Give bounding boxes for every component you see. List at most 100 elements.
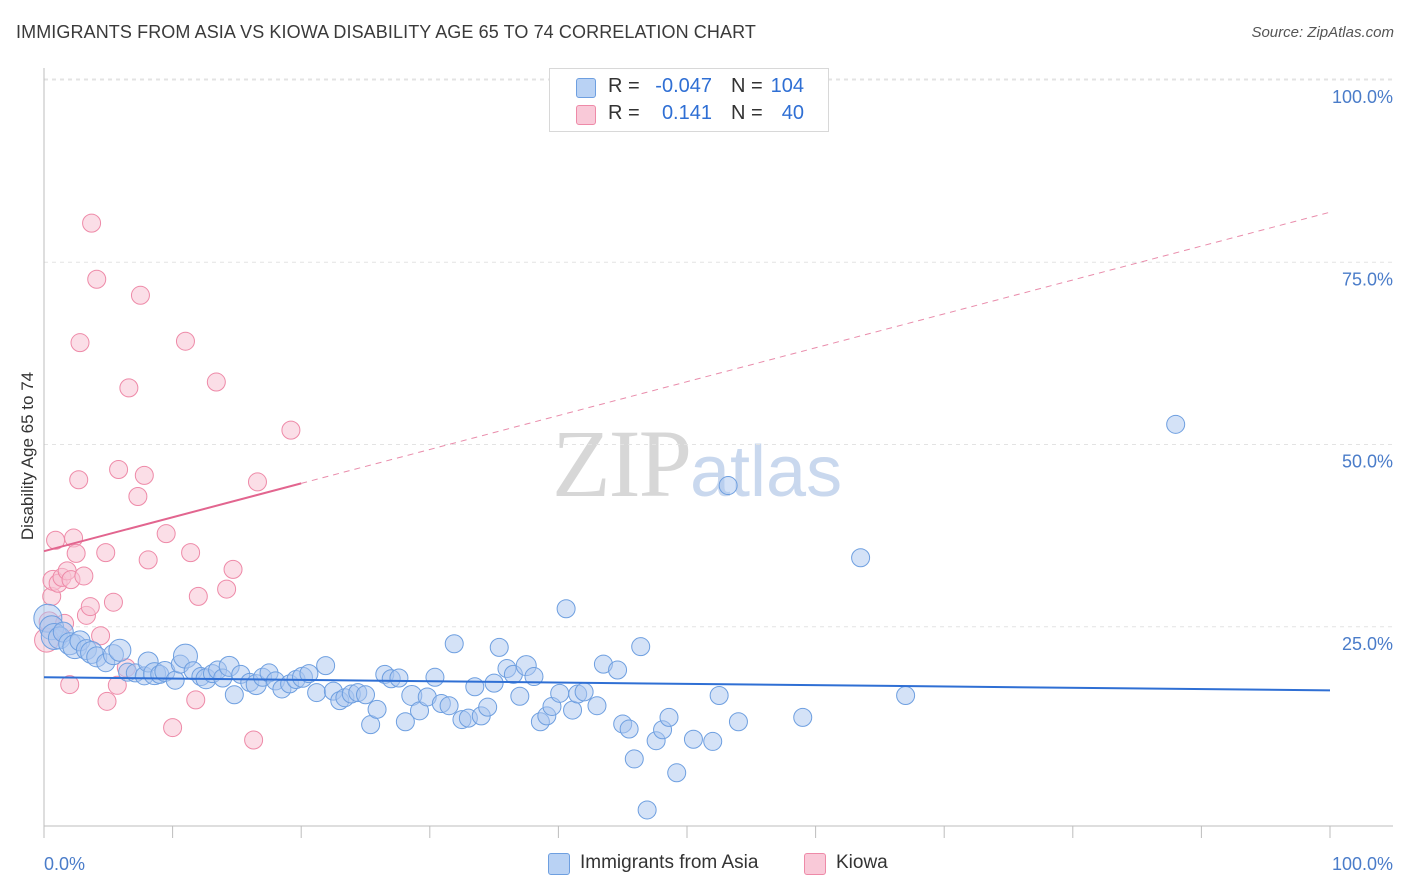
kiowa-point	[186, 690, 206, 710]
kiowa-point	[247, 472, 267, 492]
kiowa-point	[134, 465, 154, 485]
asia-point	[367, 699, 387, 719]
asia-point	[224, 685, 244, 705]
kiowa-point	[119, 378, 139, 398]
asia-point	[299, 664, 319, 684]
kiowa-point	[80, 597, 100, 617]
kiowa-point	[128, 486, 148, 506]
kiowa-point	[69, 470, 89, 490]
asia-point	[465, 677, 485, 697]
kiowa-point	[175, 331, 195, 351]
asia-point	[489, 637, 509, 657]
asia-point	[563, 700, 583, 720]
asia-point	[667, 763, 687, 783]
y-tick-label: 75.0%	[1342, 269, 1393, 289]
asia-point	[550, 683, 570, 703]
source-label: Source: ZipAtlas.com	[1251, 24, 1394, 41]
kiowa-point	[66, 543, 86, 563]
asia-point	[793, 707, 813, 727]
legend-n-label: N =	[731, 75, 763, 97]
kiowa-point	[103, 592, 123, 612]
asia-point	[1166, 414, 1186, 434]
asia-point	[395, 712, 415, 732]
legend-r-value: -0.047	[655, 75, 712, 97]
kiowa-point	[188, 586, 208, 606]
asia-point	[484, 673, 504, 693]
asia-point	[478, 697, 498, 717]
asia-point	[356, 685, 375, 705]
bottom-legend-label-kiowa: Kiowa	[836, 852, 888, 873]
asia-point	[439, 696, 459, 716]
asia-point	[425, 667, 445, 687]
kiowa-point	[70, 333, 90, 353]
watermark-atlas: atlas	[690, 432, 843, 512]
bottom-legend-swatch-asia	[548, 853, 570, 875]
asia-point	[683, 729, 703, 749]
asia-point	[637, 800, 657, 820]
asia-point	[631, 637, 651, 657]
asia-point	[718, 476, 738, 496]
kiowa-trend-line-extension	[301, 211, 1331, 484]
asia-point	[444, 634, 464, 654]
asia-point	[574, 682, 594, 702]
asia-point	[165, 670, 185, 690]
kiowa-point	[97, 691, 117, 711]
legend-n-value: 40	[781, 102, 804, 124]
watermark: ZIPatlas	[552, 408, 842, 519]
asia-point	[896, 686, 916, 706]
asia-point	[608, 660, 628, 680]
asia-point	[389, 668, 409, 688]
legend-row-asia: R = -0.047 N = 104	[550, 74, 828, 100]
kiowa-point	[281, 420, 301, 440]
kiowa-trend-line	[43, 482, 302, 553]
kiowa-point	[87, 269, 107, 289]
legend-swatch-kiowa	[576, 105, 596, 125]
x-tick-label: 100.0%	[1332, 854, 1393, 874]
kiowa-point	[74, 566, 94, 586]
asia-point	[624, 749, 644, 769]
kiowa-point	[244, 730, 264, 750]
legend-n-value: 104	[770, 75, 804, 97]
bottom-legend-label-asia: Immigrants from Asia	[580, 852, 759, 873]
asia-point	[510, 686, 530, 706]
asia-point	[307, 683, 327, 703]
kiowa-point	[217, 579, 237, 599]
watermark-zip: ZIP	[552, 410, 692, 517]
kiowa-point	[138, 550, 158, 570]
asia-point	[316, 656, 336, 676]
bottom-legend-swatch-kiowa	[804, 853, 826, 875]
legend-swatch-asia	[576, 78, 596, 98]
asia-point	[619, 719, 639, 739]
legend-row-kiowa: R = 0.141 N = 40	[550, 101, 828, 127]
kiowa-point	[223, 559, 243, 579]
kiowa-point	[181, 543, 201, 563]
legend-r-label: R =	[608, 75, 640, 97]
asia-point	[108, 638, 132, 662]
kiowa-point	[206, 372, 226, 392]
kiowa-point	[156, 524, 176, 544]
x-tick-label: 0.0%	[44, 854, 85, 874]
asia-trend-line	[43, 676, 1331, 692]
asia-point	[524, 667, 544, 687]
legend-n-label: N =	[731, 102, 763, 124]
stats-legend: R = -0.047 N = 104 R = 0.141 N = 40	[549, 68, 829, 132]
kiowa-point	[109, 460, 129, 480]
asia-point	[703, 731, 723, 751]
asia-point	[587, 696, 607, 716]
kiowa-point	[130, 285, 150, 305]
asia-point	[728, 712, 748, 732]
y-axis-label: Disability Age 65 to 74	[18, 372, 37, 540]
kiowa-point	[60, 675, 80, 695]
legend-r-value: 0.141	[661, 102, 712, 124]
y-tick-label: 25.0%	[1342, 634, 1393, 654]
asia-point	[851, 548, 871, 568]
y-tick-label: 50.0%	[1342, 452, 1393, 472]
kiowa-point	[96, 543, 116, 563]
kiowa-point	[91, 626, 111, 646]
asia-point	[556, 599, 576, 619]
y-tick-label: 100.0%	[1332, 87, 1393, 107]
asia-point	[709, 686, 729, 706]
chart-title: IMMIGRANTS FROM ASIA VS KIOWA DISABILITY…	[16, 22, 756, 42]
kiowa-point	[82, 213, 102, 233]
